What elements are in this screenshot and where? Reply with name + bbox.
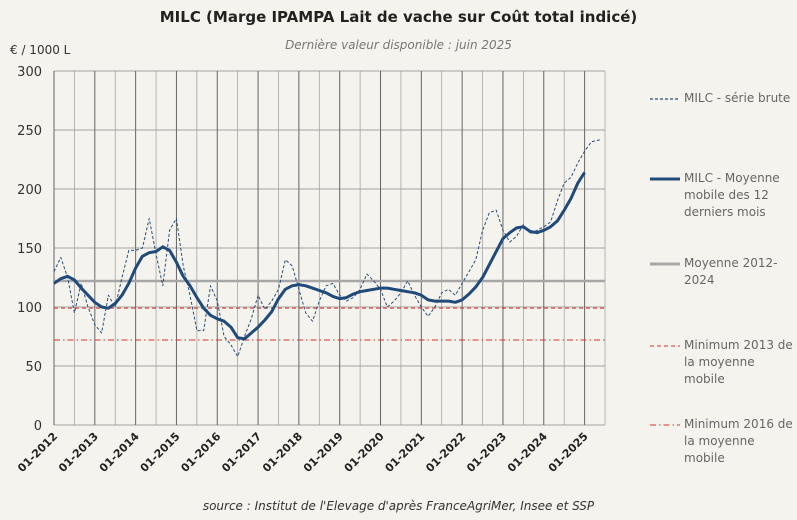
- legend-item-moving_avg: MILC - Moyenne mobile des 12 derniers mo…: [650, 170, 795, 221]
- chart-title: MILC (Marge IPAMPA Lait de vache sur Coû…: [159, 8, 638, 26]
- series-line-moving_avg: [53, 171, 586, 341]
- x-tick-label: 01-2018: [260, 430, 305, 475]
- legend-swatch-raw: [650, 98, 680, 100]
- x-tick-label: 01-2022: [423, 430, 468, 475]
- legend-swatch-moving_avg: [650, 177, 680, 181]
- x-tick-label: 01-2012: [15, 430, 60, 475]
- y-tick-label: 150: [17, 242, 42, 257]
- legend-label-min2016: Minimum 2016 de la moyenne mobile: [684, 417, 793, 465]
- legend-item-min2013: Minimum 2013 de la moyenne mobile: [650, 337, 795, 388]
- x-tick-label: 01-2025: [546, 430, 591, 475]
- legend-label-min2013: Minimum 2013 de la moyenne mobile: [684, 338, 793, 386]
- y-tick-label: 100: [17, 301, 42, 316]
- legend-swatch-min2013: [650, 345, 680, 347]
- x-tick-label: 01-2024: [505, 430, 550, 475]
- legend-label-mean: Moyenne 2012-2024: [684, 256, 778, 287]
- legend-label-moving_avg: MILC - Moyenne mobile des 12 derniers mo…: [684, 171, 780, 219]
- x-tick-label: 01-2015: [138, 430, 183, 475]
- chart-subtitle: Dernière valeur disponible : juin 2025: [285, 38, 512, 52]
- legend-item-mean: Moyenne 2012-2024: [650, 255, 795, 289]
- x-tick-label: 01-2019: [301, 430, 346, 475]
- x-tick-label: 01-2017: [219, 430, 264, 475]
- legend-swatch-mean: [650, 262, 680, 266]
- y-tick-label: 50: [25, 360, 42, 375]
- x-tick-label: 01-2013: [56, 430, 101, 475]
- y-tick-label: 0: [34, 419, 42, 434]
- x-tick-label: 01-2021: [383, 430, 428, 475]
- y-tick-label: 300: [17, 65, 42, 80]
- legend-item-raw: MILC - série brute: [650, 90, 795, 107]
- x-tick-label: 01-2016: [178, 430, 223, 475]
- y-tick-label: 250: [17, 124, 42, 139]
- y-tick-label: 200: [17, 183, 42, 198]
- x-tick-label: 01-2014: [97, 430, 142, 475]
- source-note: source : Institut de l'Elevage d'après F…: [202, 499, 595, 513]
- legend-label-raw: MILC - série brute: [684, 91, 791, 105]
- x-tick-label: 01-2020: [342, 430, 387, 475]
- legend-swatch-min2016: [650, 424, 680, 426]
- y-axis-unit: € / 1000 L: [10, 43, 71, 57]
- legend-item-min2016: Minimum 2016 de la moyenne mobile: [650, 416, 795, 467]
- series-line-raw: [53, 138, 602, 358]
- x-tick-label: 01-2023: [464, 430, 509, 475]
